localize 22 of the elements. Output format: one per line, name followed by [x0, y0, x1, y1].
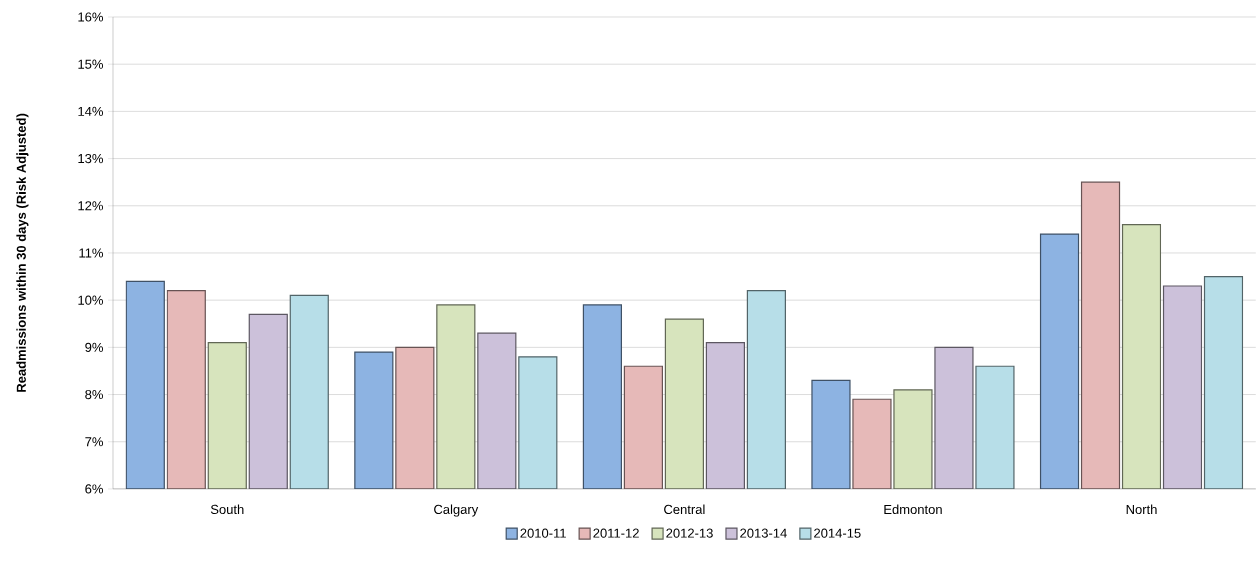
y-tick-label: 15%: [78, 59, 103, 69]
y-tick-label: 13%: [78, 154, 103, 164]
y-tick-label: 8%: [85, 389, 103, 400]
x-tick-label: Central: [664, 504, 705, 515]
y-tick-label: 7%: [85, 437, 103, 447]
x-tick-label: South: [210, 504, 244, 515]
x-tick-label: North: [1126, 504, 1157, 515]
x-tick-label: Calgary: [434, 504, 479, 517]
y-tick-label: 9%: [85, 342, 103, 352]
y-tick-label: 6%: [85, 484, 103, 494]
legend-label: 2012-13: [666, 528, 713, 538]
y-tick-label: 10%: [78, 295, 103, 305]
y-tick-label: 14%: [78, 106, 103, 116]
legend-label: 2013-14: [740, 528, 787, 538]
legend-label: 2010-11: [520, 528, 566, 538]
x-tick-label: Edmonton: [884, 504, 942, 515]
legend-label: 2014-15: [814, 528, 861, 538]
y-axis-title: Readmissions within 30 days (Risk Adjusted): [16, 113, 29, 392]
y-tick-label: 11%: [79, 248, 104, 258]
y-tick-label: 16%: [78, 12, 103, 22]
legend-label: 2011-12: [593, 528, 639, 538]
y-tick-label: 12%: [78, 201, 103, 211]
